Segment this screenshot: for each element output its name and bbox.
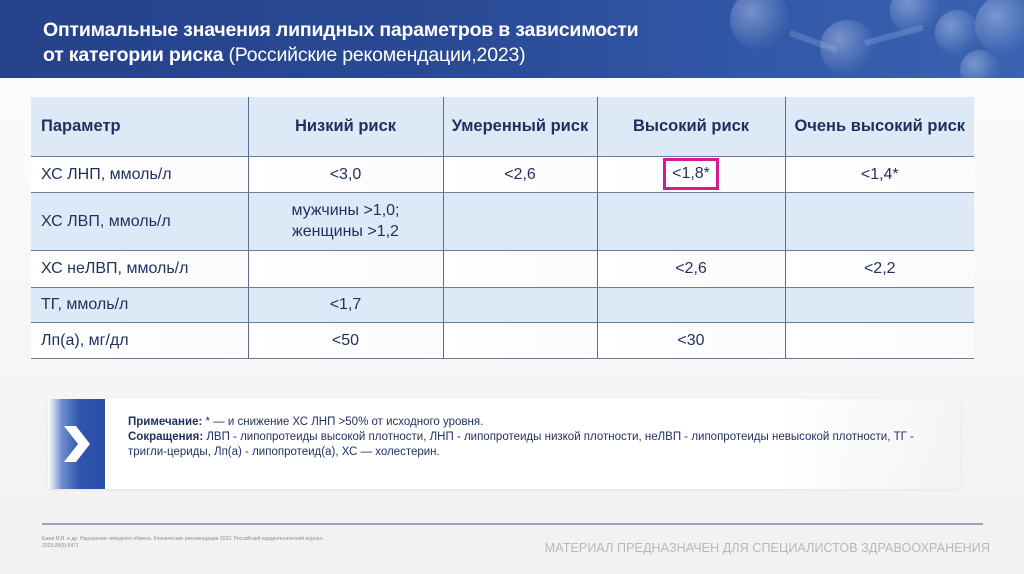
molecule-decoration: [975, 0, 1024, 55]
citation-line2: 2023;28(5):5471: [42, 543, 79, 549]
footer-divider: [42, 523, 983, 525]
cell-low: [247, 250, 443, 288]
note-text: Примечание: * — и снижение ХС ЛНП >50% о…: [128, 415, 948, 460]
molecule-decoration: [820, 20, 875, 75]
note-accent-tab: [48, 399, 105, 489]
column-header-high-risk: Высокий риск: [596, 97, 785, 157]
abbreviations-content: ЛВП - липопротеиды высокой плотности, ЛН…: [128, 431, 914, 458]
cell-parameter: ХС ЛВП, ммоль/л: [31, 192, 248, 251]
column-header-low-risk: Низкий риск: [247, 97, 443, 157]
note-label: Примечание:: [128, 416, 203, 428]
molecule-decoration: [960, 50, 1000, 78]
cell-parameter: ХС ЛНП, ммоль/л: [31, 156, 248, 193]
cell-low: <1,7: [247, 287, 443, 323]
cell-parameter: Лп(а), мг/дл: [31, 322, 248, 359]
table-row-hdl: ХС ЛВП, ммоль/л мужчины >1,0; женщины >1…: [31, 192, 974, 251]
cell-very-high: [784, 192, 974, 251]
cell-moderate: <2,6: [442, 156, 597, 193]
cell-low: <3,0: [247, 156, 443, 193]
cell-low-men: мужчины >1,0;: [291, 202, 400, 219]
table-header-row: Параметр Низкий риск Умеренный риск Высо…: [31, 97, 974, 157]
note-line: Примечание: * — и снижение ХС ЛНП >50% о…: [128, 415, 948, 430]
abbreviations: Сокращения: ЛВП - липопротеиды высокой п…: [128, 430, 948, 460]
cell-high: <1,8*: [596, 156, 785, 193]
title-line2-light: (Российские рекомендации,2023): [223, 44, 526, 66]
column-header-moderate-risk: Умеренный риск: [442, 97, 597, 157]
cell-very-high: <2,2: [784, 250, 974, 288]
cell-moderate: [442, 192, 597, 251]
cell-moderate: [442, 287, 597, 323]
cell-very-high: [784, 287, 974, 323]
cell-moderate: [442, 250, 597, 288]
cell-high: [596, 287, 785, 323]
cell-moderate: [442, 322, 597, 359]
header-banner: Оптимальные значения липидных параметров…: [0, 0, 1024, 78]
column-header-parameter: Параметр: [31, 97, 248, 157]
molecule-decoration: [730, 0, 790, 50]
page-title: Оптимальные значения липидных параметров…: [43, 18, 803, 68]
column-header-very-high-risk: Очень высокий риск: [784, 97, 974, 157]
cell-low-women: женщины >1,2: [292, 223, 399, 240]
title-line1: Оптимальные значения липидных параметров…: [43, 19, 639, 41]
cell-high: <30: [596, 322, 785, 359]
citation-line1: Ежов М.В. и др. Нарушения липидного обме…: [42, 536, 324, 542]
chevron-right-icon: [64, 426, 90, 462]
title-line2-bold: от категории риска: [43, 44, 224, 66]
table-row-tg: ТГ, ммоль/л <1,7: [31, 287, 974, 323]
cell-low: мужчины >1,0; женщины >1,2: [247, 192, 443, 251]
table-row-non-hdl: ХС неЛВП, ммоль/л <2,6 <2,2: [31, 250, 974, 288]
citation: Ежов М.В. и др. Нарушения липидного обме…: [42, 536, 402, 550]
note-box: Примечание: * — и снижение ХС ЛНП >50% о…: [48, 399, 960, 489]
cell-very-high: [784, 322, 974, 359]
molecule-decoration: [935, 10, 980, 55]
disclaimer: МАТЕРИАЛ ПРЕДНАЗНАЧЕН ДЛЯ СПЕЦИАЛИСТОВ З…: [544, 541, 990, 555]
cell-high: [596, 192, 785, 251]
molecule-bond: [864, 24, 924, 46]
cell-low: <50: [247, 322, 443, 359]
lipid-targets-table: Параметр Низкий риск Умеренный риск Высо…: [31, 97, 974, 359]
cell-parameter: ХС неЛВП, ммоль/л: [31, 250, 248, 288]
note-content: * — и снижение ХС ЛНП >50% от исходного …: [202, 416, 484, 428]
cell-very-high: <1,4*: [784, 156, 974, 193]
table-row-ldl: ХС ЛНП, ммоль/л <3,0 <2,6 <1,8* <1,4*: [31, 156, 974, 193]
cell-parameter: ТГ, ммоль/л: [31, 287, 248, 323]
abbreviations-label: Сокращения:: [128, 431, 204, 443]
table-row-lpa: Лп(а), мг/дл <50 <30: [31, 322, 974, 359]
cell-high: <2,6: [596, 250, 785, 288]
highlighted-value: <1,8*: [663, 158, 719, 190]
